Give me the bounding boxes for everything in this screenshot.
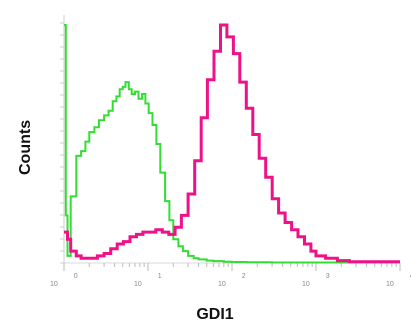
y-axis-label: Counts [17, 119, 34, 175]
x-tick-exponent: 4 [410, 273, 411, 280]
series-group [64, 23, 400, 264]
x-axis-ticks [63, 263, 401, 271]
x-tick-base: 10 [218, 281, 226, 288]
x-tick-base: 10 [134, 281, 142, 288]
x-tick-base: 10 [386, 281, 394, 288]
x-tick-exponent: 3 [326, 273, 330, 280]
x-tick-exponent: 2 [242, 273, 246, 280]
x-tick-label: 10 4 [386, 273, 411, 288]
y-axis-ticks [60, 22, 64, 264]
series-line-1 [64, 24, 400, 264]
x-axis-label: GDI1 [196, 306, 234, 323]
x-tick-base: 10 [50, 281, 58, 288]
x-tick-base: 10 [302, 281, 310, 288]
x-tick-label: 10 2 [218, 273, 246, 288]
x-tick-label: 10 3 [302, 273, 330, 288]
x-tick-labels: 10 0 10 1 10 2 10 3 10 4 [50, 273, 411, 288]
x-tick-label: 10 1 [134, 273, 162, 288]
x-tick-exponent: 0 [74, 273, 78, 280]
series-line-2 [64, 23, 400, 264]
x-tick-exponent: 1 [158, 273, 162, 280]
x-tick-label: 10 0 [50, 273, 78, 288]
